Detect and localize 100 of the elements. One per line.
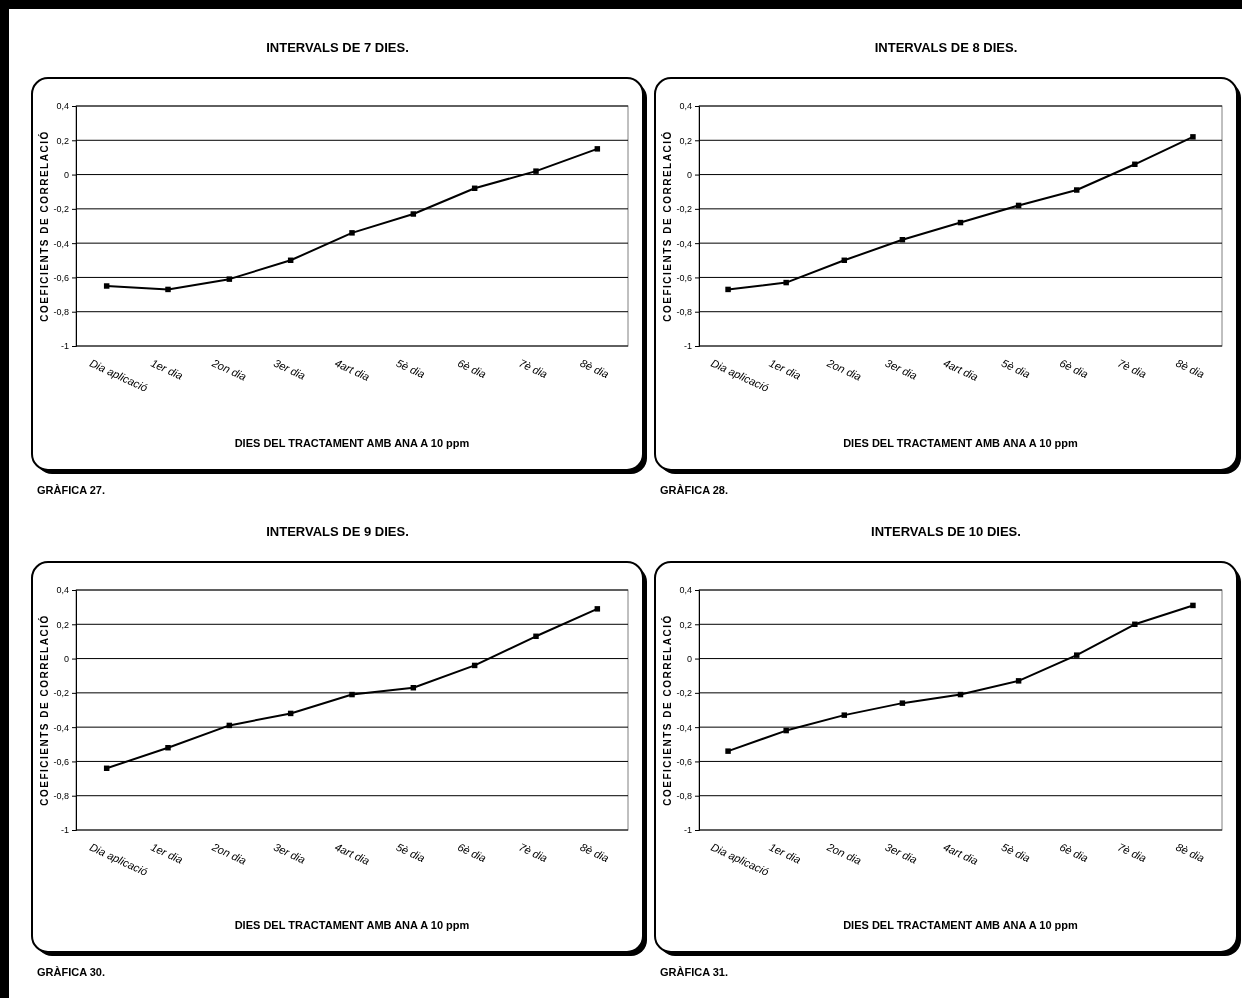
x-tick-label: 5è dia (394, 840, 427, 865)
y-tick-label: -0,4 (53, 238, 69, 249)
y-tick-label: 0,4 (679, 585, 692, 596)
point (1073, 652, 1080, 658)
y-tick-label: 0 (686, 653, 692, 664)
y-tick-label: 0,2 (56, 619, 69, 630)
x-tick-label: 3er dia (883, 356, 920, 382)
y-tick-label: 0 (63, 169, 69, 180)
x-tick-label: 4art dia (941, 840, 980, 868)
y-tick-label: -0,6 (676, 756, 692, 767)
x-tick-label: 8è dia (1174, 840, 1207, 865)
x-tick-label: 7è dia (517, 356, 550, 381)
point (410, 211, 417, 217)
x-tick-label: 1er dia (767, 840, 803, 866)
y-tick-label: 0 (686, 169, 692, 180)
chart-title: INTERVALS DE 8 DIES. (874, 40, 1018, 55)
point (226, 276, 233, 282)
y-tick-label: -0,6 (53, 272, 69, 283)
point (594, 146, 601, 152)
x-tick-label: 4art dia (333, 840, 372, 868)
point (349, 230, 355, 236)
point (165, 744, 171, 751)
x-tick-label: 1er dia (149, 356, 185, 382)
y-axis-title: COEFICIENTS DE CORRELACIÓ (661, 130, 673, 322)
x-tick-label: 4art dia (941, 356, 980, 384)
y-tick-label: -0,4 (676, 722, 692, 733)
x-tick-label: 7è dia (1115, 356, 1149, 381)
x-tick-label: 6è dia (455, 356, 489, 381)
y-tick-label: 0,2 (56, 135, 69, 146)
y-tick-label: -0,8 (53, 307, 69, 318)
point (165, 286, 171, 293)
x-tick-label: 7è dia (517, 840, 550, 865)
point (349, 691, 355, 698)
x-tick-label: 2on dia (209, 356, 249, 383)
y-tick-label: -1 (60, 825, 69, 836)
point (783, 279, 789, 286)
point (841, 712, 848, 718)
point (1132, 621, 1138, 628)
y-tick-label: 0,4 (56, 101, 69, 112)
x-tick-label: 8è dia (578, 356, 611, 381)
y-tick-label: 0 (63, 653, 69, 664)
text: GRÀFICA 31. (660, 966, 729, 978)
x-axis-title: DIES DEL TRACTAMENT AMB ANA A 10 ppm (234, 437, 470, 449)
point (594, 606, 601, 612)
y-tick-label: -1 (683, 341, 692, 352)
x-tick-label: 1er dia (767, 356, 803, 382)
chart-title: INTERVALS DE 10 DIES. (871, 524, 1021, 539)
x-tick-label: 3er dia (883, 840, 920, 866)
x-tick-label: 5è dia (394, 356, 427, 381)
point (1190, 134, 1196, 140)
y-tick-label: -0,4 (676, 238, 692, 249)
x-axis-title: DIES DEL TRACTAMENT AMB ANA A 10 ppm (234, 919, 470, 931)
y-tick-label: -1 (683, 825, 692, 836)
x-tick-label: 8è dia (578, 840, 611, 865)
text: GRÀFICA 30. (37, 966, 106, 978)
point (1190, 602, 1196, 609)
x-tick-label: 8è dia (1174, 356, 1207, 381)
y-tick-label: -0,6 (676, 272, 692, 283)
y-tick-label: -0,8 (676, 307, 692, 318)
point (783, 727, 789, 734)
x-tick-label: 7è dia (1115, 840, 1149, 865)
y-axis-title: COEFICIENTS DE CORRELACIÓ (38, 130, 50, 322)
x-tick-label: 3er dia (271, 356, 308, 382)
y-axis-title: COEFICIENTS DE CORRELACIÓ (661, 614, 673, 806)
y-tick-label: 0,2 (679, 135, 692, 146)
x-tick-label: 5è dia (999, 840, 1032, 865)
point (725, 286, 731, 293)
point (1132, 161, 1138, 168)
x-tick-label: 2on dia (209, 840, 249, 867)
y-tick-label: -1 (60, 341, 69, 352)
x-tick-label: 5è dia (999, 356, 1032, 381)
point (1015, 678, 1022, 684)
text: GRÀFICA 28. (660, 484, 729, 496)
x-tick-label: 6è dia (1057, 356, 1091, 381)
y-tick-label: -0,8 (676, 791, 692, 802)
x-tick-label: 1er dia (149, 840, 185, 866)
y-tick-label: 0,2 (679, 619, 692, 630)
y-tick-label: -0,2 (676, 688, 692, 699)
x-axis-title: DIES DEL TRACTAMENT AMB ANA A 10 ppm (843, 919, 1079, 931)
y-tick-label: -0,2 (53, 688, 69, 699)
point (1073, 187, 1080, 193)
point (899, 700, 906, 706)
x-tick-label: 4art dia (333, 356, 372, 384)
chart-title: INTERVALS DE 7 DIES. (266, 40, 409, 55)
y-tick-label: 0,4 (56, 585, 69, 596)
point (533, 633, 539, 640)
point (103, 283, 110, 289)
chart-title: INTERVALS DE 9 DIES. (266, 524, 409, 539)
y-tick-label: -0,2 (53, 204, 69, 215)
y-tick-label: -0,6 (53, 756, 69, 767)
y-tick-label: -0,2 (676, 204, 692, 215)
y-axis-title: COEFICIENTS DE CORRELACIÓ (38, 614, 50, 806)
x-tick-label: 6è dia (455, 840, 489, 865)
x-tick-label: 2on dia (824, 356, 864, 383)
y-tick-label: -0,4 (53, 722, 69, 733)
x-tick-label: 2on dia (824, 840, 864, 867)
point (725, 748, 731, 754)
x-tick-label: 3er dia (271, 840, 308, 866)
text: GRÀFICA 27. (37, 484, 106, 496)
x-tick-label: 6è dia (1057, 840, 1091, 865)
